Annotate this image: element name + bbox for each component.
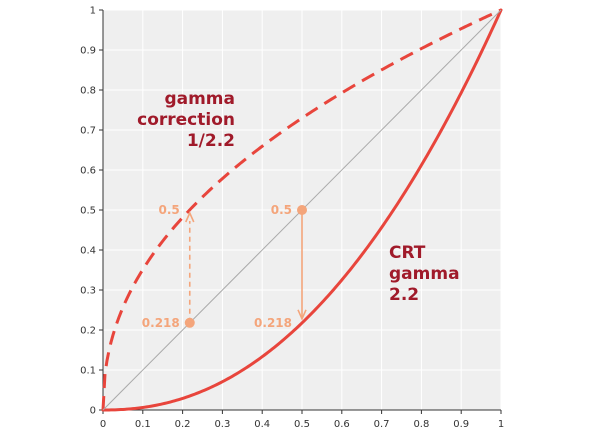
x-tick-label: 0.8 <box>413 419 429 430</box>
annotation-crt-line-2: gamma <box>389 264 460 284</box>
annotation-crt-line-1: CRT <box>389 243 426 263</box>
point-label: 0.5 <box>158 203 179 217</box>
data-points: 0.218 0.5 0.5 0.218 <box>142 203 307 330</box>
point-label: 0.5 <box>271 203 292 217</box>
y-tick-label: 0.3 <box>80 286 96 297</box>
annotation-correction-line-3: 1/2.2 <box>187 131 235 151</box>
crt-gamma-curve <box>101 8 503 412</box>
x-tick-label: 0.3 <box>214 419 230 430</box>
annotation-correction-line-1: gamma <box>164 89 235 109</box>
point-label: 0.218 <box>254 316 292 330</box>
y-axis-ticks: 0 0.1 0.2 0.3 0.4 0.5 0.6 0.7 0.8 0.9 1 <box>80 6 103 417</box>
arrow-down-head <box>297 309 307 321</box>
y-tick-label: 0.5 <box>80 206 96 217</box>
x-tick-label: 0.2 <box>175 419 191 430</box>
x-tick-label: 0.7 <box>374 419 390 430</box>
y-tick-label: 0.1 <box>80 366 96 377</box>
annotation-crt-line-3: 2.2 <box>389 285 419 305</box>
annotation-correction-line-2: correction <box>137 110 235 130</box>
arrows <box>185 210 307 323</box>
arrow-up-head <box>185 211 195 223</box>
x-tick-label: 0.4 <box>254 419 270 430</box>
data-point <box>297 205 307 215</box>
data-point <box>184 317 195 328</box>
y-tick-label: 0 <box>90 406 96 417</box>
y-tick-label: 1 <box>90 6 96 17</box>
y-tick-label: 0.2 <box>80 326 96 337</box>
x-tick-label: 1 <box>498 419 504 430</box>
x-tick-label: 0.9 <box>453 419 469 430</box>
x-tick-label: 0.5 <box>294 419 310 430</box>
y-tick-label: 0.7 <box>80 126 96 137</box>
y-tick-label: 0.4 <box>80 246 96 257</box>
point-label: 0.218 <box>142 316 180 330</box>
y-tick-label: 0.6 <box>80 166 96 177</box>
x-tick-label: 0.1 <box>135 419 151 430</box>
y-tick-label: 0.9 <box>80 46 96 57</box>
x-axis-ticks: 0 0.1 0.2 0.3 0.4 0.5 0.6 0.7 0.8 0.9 1 <box>100 410 504 430</box>
y-tick-label: 0.8 <box>80 86 96 97</box>
x-tick-label: 0.6 <box>334 419 350 430</box>
x-tick-label: 0 <box>100 419 106 430</box>
